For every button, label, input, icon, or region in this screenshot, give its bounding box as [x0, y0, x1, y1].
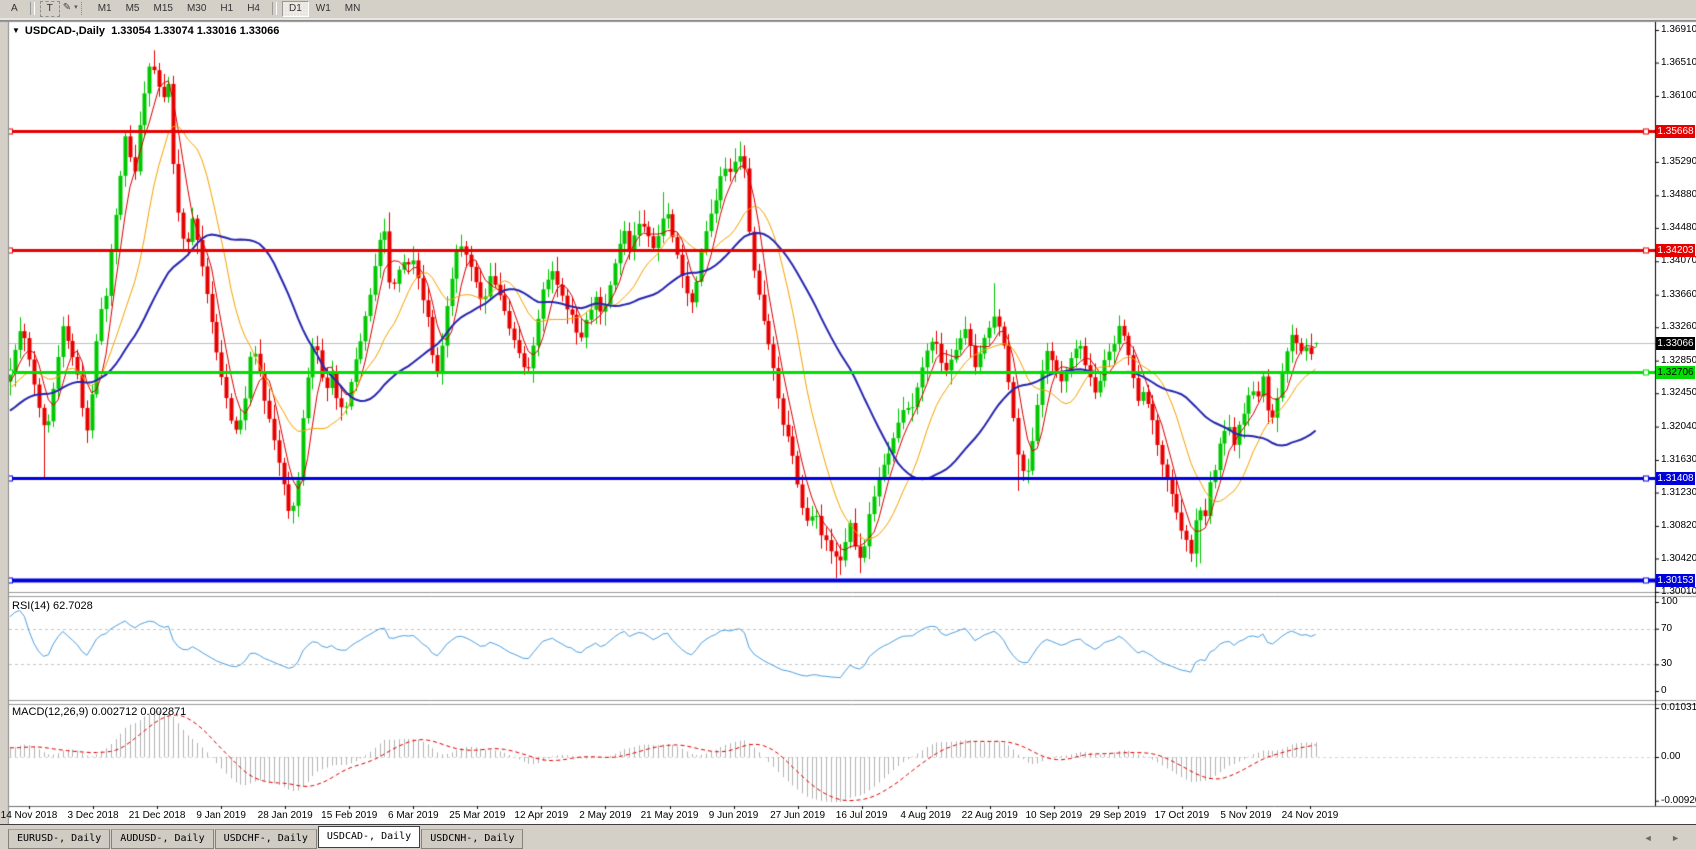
date-axis-label: 5 Nov 2019: [1220, 810, 1272, 821]
rsi-label: RSI(14) 62.7028: [12, 600, 93, 612]
price-axis-label: 1.32850: [1661, 354, 1696, 366]
price-badge: 1.33066: [1656, 336, 1695, 350]
price-badge: 1.34203: [1656, 243, 1695, 257]
price-axis-label: 1.31630: [1661, 453, 1696, 465]
date-axis-label: 12 Apr 2019: [514, 810, 569, 821]
price-badge: 1.35668: [1656, 124, 1695, 138]
tab-scroll-arrows[interactable]: ◄ ►: [1643, 833, 1688, 843]
date-axis-label: 16 Jul 2019: [835, 810, 888, 821]
price-badge: 1.31408: [1656, 471, 1695, 485]
price-axis-label: 1.34480: [1661, 221, 1696, 233]
timeframe-button-mn[interactable]: MN: [344, 3, 361, 14]
chart-title: ▼ USDCAD-,Daily 1.33054 1.33074 1.33016 1…: [12, 25, 279, 37]
date-axis-label: 6 Mar 2019: [388, 810, 439, 821]
tab-audusd-daily[interactable]: AUDUSD-, Daily: [111, 829, 214, 849]
price-axis-label: 1.36100: [1661, 89, 1696, 101]
date-axis-label: 21 May 2019: [640, 810, 699, 821]
price-axis-label: 1.33260: [1661, 321, 1696, 333]
price-axis-label: 1.30010: [1661, 585, 1696, 597]
date-axis-label: 4 Aug 2019: [900, 810, 951, 821]
timeframe-button-h1[interactable]: H1: [220, 3, 234, 14]
price-badge: 1.32706: [1656, 365, 1695, 379]
date-axis-label: 9 Jan 2019: [196, 810, 246, 821]
toolbar: A T ✎ ▾ M1 M5 M15 M30 H1 H4 D1 W1 MN: [0, 0, 1696, 21]
price-axis-label: 1.33660: [1661, 288, 1696, 300]
text-tool-button[interactable]: T: [39, 1, 60, 17]
rsi-axis-label: 0: [1661, 685, 1667, 696]
tab-usdcnh-daily[interactable]: USDCNH-, Daily: [421, 829, 524, 849]
macd-axis-label: -0.00920: [1661, 794, 1696, 806]
price-axis-label: 1.36910: [1661, 24, 1696, 35]
chart-tab-bar: EURUSD-, Daily AUDUSD-, Daily USDCHF-, Dai…: [0, 824, 1696, 849]
macd-indicator-name: MACD(12,26,9): [12, 706, 89, 718]
toolbar-grip: [80, 2, 85, 15]
timeframe-button-m30[interactable]: M30: [186, 3, 207, 14]
rsi-axis-label: 70: [1661, 622, 1673, 634]
date-axis-label: 17 Oct 2019: [1154, 810, 1210, 821]
timeframe-button-m5[interactable]: M5: [125, 3, 140, 14]
price-axis-label: 1.30420: [1661, 552, 1696, 564]
timeframe-button-m1[interactable]: M1: [97, 3, 112, 14]
dropdown-arrow-icon[interactable]: ▾: [74, 4, 78, 11]
tab-usdchf-daily[interactable]: USDCHF-, Daily: [214, 829, 317, 849]
tab-usdcad-daily[interactable]: USDCAD-, Daily: [317, 826, 421, 848]
price-badge: 1.30153: [1656, 573, 1695, 587]
date-axis-label: 15 Feb 2019: [321, 810, 378, 821]
price-axis-label: 1.35290: [1661, 155, 1696, 167]
macd-axis-label: 0.00: [1661, 751, 1681, 762]
price-axis-label: 1.34070: [1661, 255, 1696, 267]
macd-indicator-values: 0.002712 0.002871: [91, 706, 187, 718]
price-axis-label: 1.36510: [1661, 56, 1696, 68]
date-axis-label: 9 Jun 2019: [708, 810, 759, 821]
date-axis-label: 10 Sep 2019: [1025, 810, 1083, 821]
annotation-tool-button[interactable]: A: [11, 3, 18, 14]
timeframe-button-m15[interactable]: M15: [153, 3, 173, 14]
date-axis-label: 29 Sep 2019: [1089, 810, 1147, 821]
price-axis-label: 1.32040: [1661, 420, 1696, 432]
date-axis-label: 14 Nov 2018: [0, 810, 58, 821]
pencil-draw-tool-icon[interactable]: ✎: [62, 2, 72, 13]
price-axis-label: 1.31230: [1661, 486, 1696, 498]
date-axis-label: 21 Dec 2018: [128, 810, 186, 821]
date-axis-label: 22 Aug 2019: [961, 810, 1018, 821]
rsi-indicator-name: RSI(14): [12, 600, 50, 612]
timeframe-button-w1[interactable]: W1: [315, 3, 331, 14]
macd-axis-label: 0.010311: [1661, 702, 1696, 713]
macd-label: MACD(12,26,9) 0.002712 0.002871: [12, 706, 186, 718]
rsi-axis-label: 30: [1661, 658, 1673, 670]
date-axis-label: 25 Mar 2019: [449, 810, 506, 821]
symbol-dropdown-icon[interactable]: ▼: [12, 26, 20, 35]
rsi-indicator-value: 62.7028: [52, 600, 93, 612]
price-axis-label: 1.32450: [1661, 387, 1696, 399]
price-axis-label: 1.30820: [1661, 519, 1696, 531]
chart-ohlc-values: 1.33054 1.33074 1.33016 1.33066: [111, 25, 280, 37]
date-axis-label: 3 Dec 2018: [67, 810, 119, 821]
price-axis-label: 1.34880: [1661, 189, 1696, 201]
timeframe-button-h4[interactable]: H4: [247, 3, 260, 14]
toolbar-separator: [272, 2, 277, 15]
date-axis-label: 2 May 2019: [579, 810, 632, 821]
chart-symbol-period: USDCAD-,Daily: [24, 25, 105, 37]
tab-eurusd-daily[interactable]: EURUSD-, Daily: [8, 829, 111, 849]
timeframe-button-d1[interactable]: D1: [282, 1, 309, 17]
rsi-axis-label: 100: [1661, 596, 1678, 607]
date-axis-label: 24 Nov 2019: [1281, 810, 1339, 821]
date-axis-label: 28 Jan 2019: [257, 810, 313, 821]
toolbar-separator: [29, 2, 35, 15]
date-axis-label: 27 Jun 2019: [770, 810, 826, 821]
